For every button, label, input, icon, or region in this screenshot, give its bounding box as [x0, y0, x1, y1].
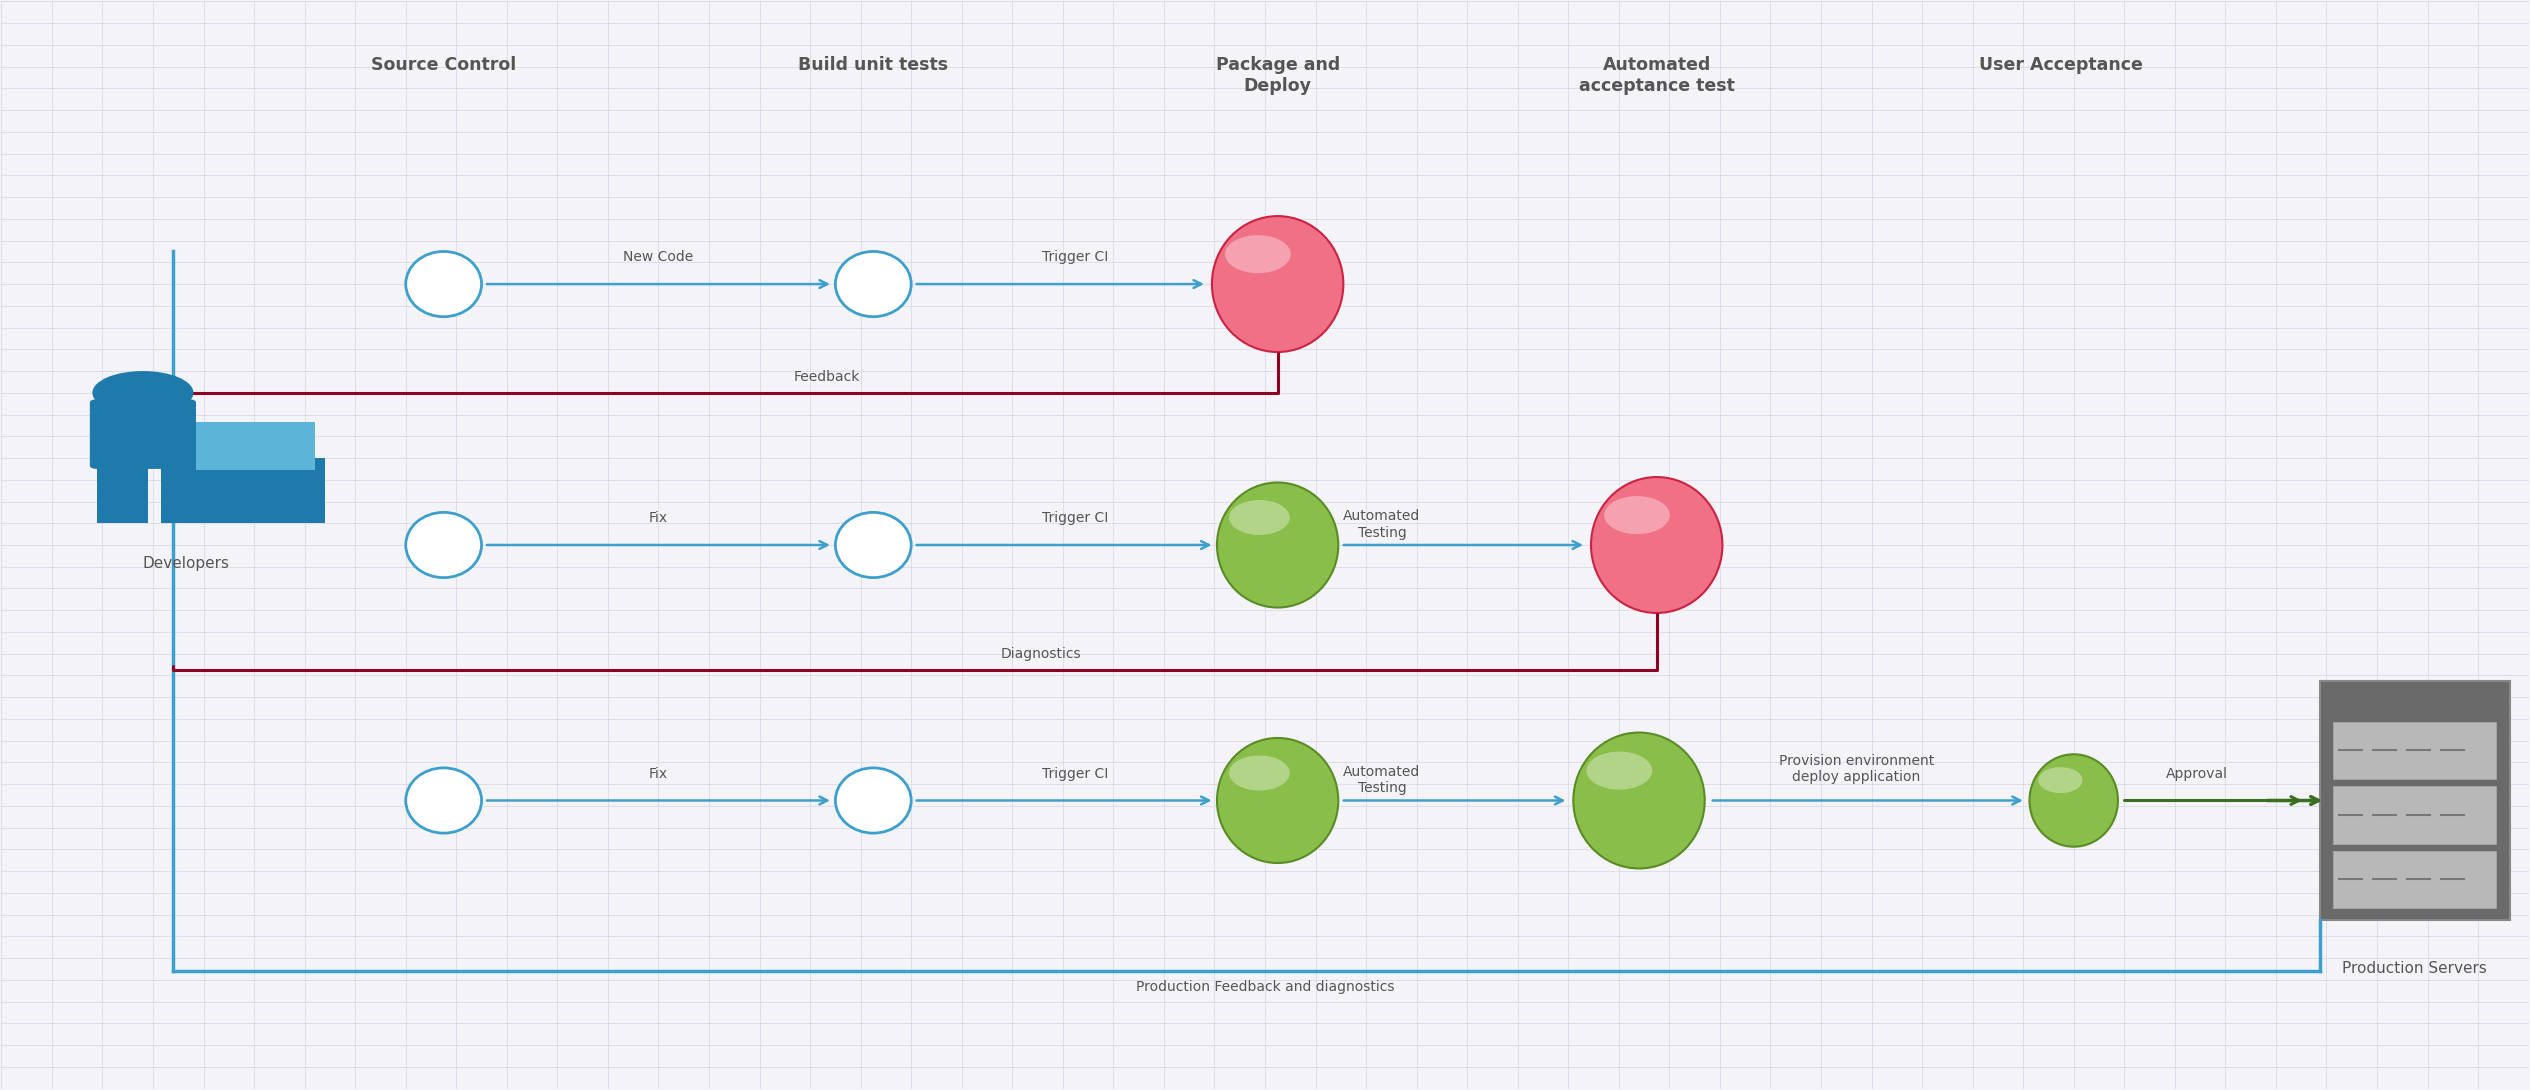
Text: Build unit tests: Build unit tests	[799, 56, 949, 74]
Ellipse shape	[1212, 216, 1343, 352]
FancyBboxPatch shape	[159, 469, 324, 480]
Ellipse shape	[1230, 500, 1290, 535]
FancyBboxPatch shape	[2333, 722, 2497, 779]
Ellipse shape	[835, 512, 911, 578]
Text: User Acceptance: User Acceptance	[1978, 56, 2143, 74]
Text: Automated
acceptance test: Automated acceptance test	[1579, 56, 1736, 95]
Text: Developers: Developers	[142, 556, 230, 571]
Text: Trigger CI: Trigger CI	[1042, 511, 1108, 525]
Ellipse shape	[1230, 755, 1290, 790]
Ellipse shape	[1225, 235, 1290, 274]
Ellipse shape	[1604, 496, 1670, 534]
Circle shape	[94, 371, 192, 414]
Ellipse shape	[405, 767, 481, 833]
FancyBboxPatch shape	[195, 422, 314, 470]
Ellipse shape	[835, 767, 911, 833]
Text: Automated
Testing: Automated Testing	[1343, 509, 1419, 540]
Text: Feedback: Feedback	[794, 371, 860, 384]
FancyBboxPatch shape	[99, 463, 147, 523]
FancyBboxPatch shape	[2333, 786, 2497, 844]
Ellipse shape	[1586, 752, 1652, 789]
Text: Trigger CI: Trigger CI	[1042, 767, 1108, 780]
Text: Fix: Fix	[648, 511, 668, 525]
Ellipse shape	[2029, 754, 2118, 847]
FancyBboxPatch shape	[2320, 681, 2510, 920]
Text: Source Control: Source Control	[372, 56, 516, 74]
Ellipse shape	[2039, 767, 2082, 794]
Ellipse shape	[1217, 738, 1338, 863]
Text: Automated
Testing: Automated Testing	[1343, 765, 1419, 795]
Ellipse shape	[835, 252, 911, 317]
FancyBboxPatch shape	[91, 399, 195, 469]
FancyBboxPatch shape	[2333, 850, 2497, 908]
Ellipse shape	[1217, 483, 1338, 607]
Text: Production Feedback and diagnostics: Production Feedback and diagnostics	[1136, 980, 1394, 994]
Ellipse shape	[405, 252, 481, 317]
FancyBboxPatch shape	[182, 435, 238, 452]
Text: Approval: Approval	[2166, 767, 2229, 780]
Text: Trigger CI: Trigger CI	[1042, 251, 1108, 265]
Ellipse shape	[405, 512, 481, 578]
Text: Provision environment
deploy application: Provision environment deploy application	[1779, 754, 1933, 784]
Ellipse shape	[1574, 732, 1705, 869]
Text: Diagnostics: Diagnostics	[1002, 647, 1083, 662]
Text: Fix: Fix	[648, 767, 668, 780]
Ellipse shape	[1591, 477, 1723, 613]
Text: Production Servers: Production Servers	[2343, 961, 2487, 977]
FancyBboxPatch shape	[159, 458, 324, 523]
Text: New Code: New Code	[622, 251, 693, 265]
Text: Package and
Deploy: Package and Deploy	[1214, 56, 1341, 95]
